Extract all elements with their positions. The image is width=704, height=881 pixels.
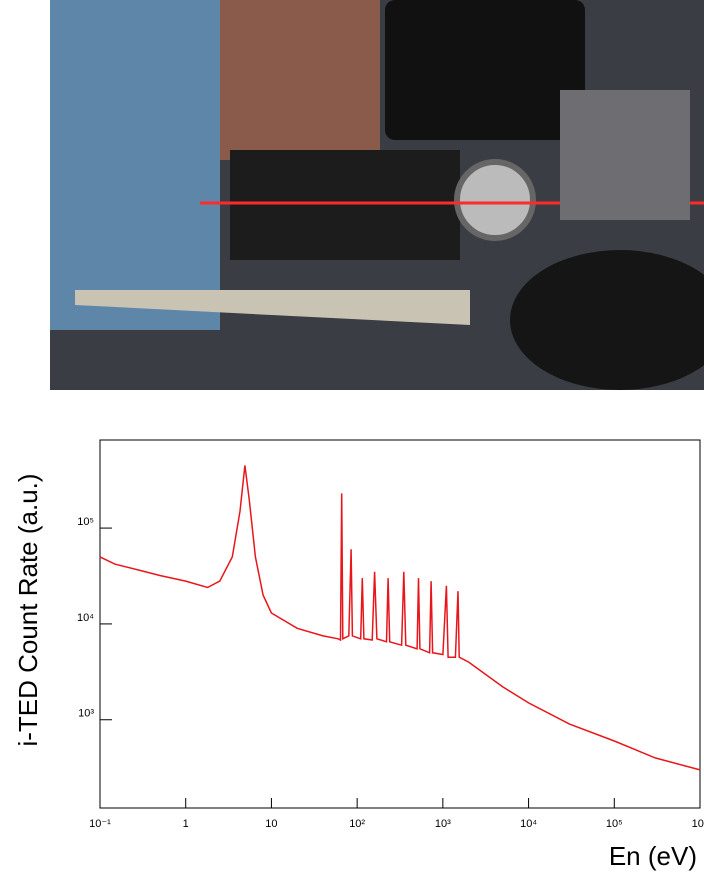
photo: [50, 0, 704, 390]
red-cables: [220, 0, 380, 160]
y-tick-label: 10⁴: [77, 612, 94, 624]
frame: [560, 90, 690, 220]
x-tick-label: 10⁵: [606, 818, 623, 830]
camera-box: [230, 150, 460, 260]
x-tick-label: 10⁴: [520, 818, 537, 830]
spectrum-line: [99, 465, 701, 771]
blue-cables: [50, 0, 220, 330]
x-tick-label: 10³: [435, 818, 451, 830]
y-tick-label: 10³: [78, 708, 94, 720]
x-tick-label: 10⁶: [692, 818, 704, 830]
x-tick-label: 10: [265, 818, 277, 830]
y-tick-label: 10⁵: [77, 516, 94, 528]
x-tick-label: 10⁻¹: [89, 818, 111, 830]
y-axis-title: i-TED Count Rate (a.u.): [13, 473, 43, 746]
x-tick-label: 1: [183, 818, 189, 830]
x-axis-title: En (eV): [609, 841, 697, 871]
table: [75, 290, 470, 325]
plot-frame: [99, 439, 701, 809]
x-tick-label: 10²: [349, 818, 365, 830]
beam-window: [454, 159, 536, 241]
detector-2: [510, 250, 704, 390]
detector: [385, 0, 585, 140]
